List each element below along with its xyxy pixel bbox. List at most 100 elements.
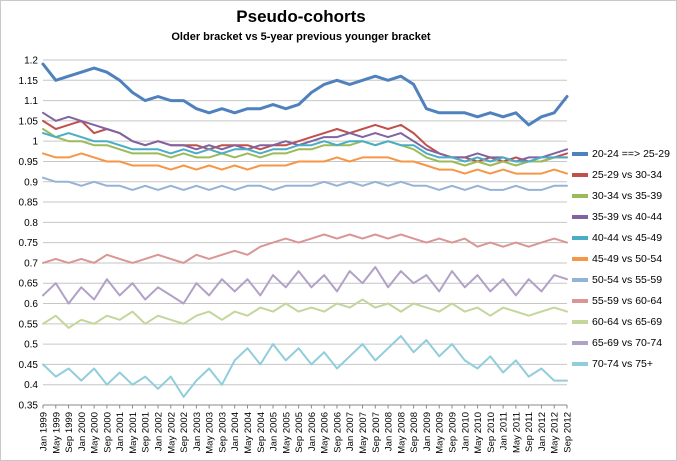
legend-label: 45-49 vs 50-54 xyxy=(592,253,663,265)
legend-entry: 35-39 vs 40-44 xyxy=(572,211,670,223)
x-tick-label: Jan 2007 xyxy=(345,412,356,451)
y-tick-label: 0.35 xyxy=(19,401,39,412)
series-line xyxy=(42,132,568,163)
y-tick-label: 0.45 xyxy=(19,360,39,371)
y-tick-label: 1.1 xyxy=(24,96,38,107)
legend-entry: 20-24 ==> 25-29 xyxy=(572,148,670,160)
series-line xyxy=(42,176,568,191)
series-line xyxy=(41,62,569,127)
series-line xyxy=(42,128,568,167)
legend-marker xyxy=(572,278,588,282)
legend-marker xyxy=(572,194,588,198)
x-tick-label: Jan 2009 xyxy=(422,412,433,451)
y-tick-label: 0.7 xyxy=(24,258,38,269)
legend-entry: 60-64 vs 65-69 xyxy=(572,316,670,328)
legend-entry: 25-29 vs 30-34 xyxy=(572,169,670,181)
x-tick-label: May 2001 xyxy=(128,412,139,454)
x-tick-label: Jan 1999 xyxy=(39,412,50,451)
x-tick-label: Jan 2010 xyxy=(460,412,471,451)
x-tick-label: Jan 2003 xyxy=(192,412,203,451)
x-tick-label: Sep 2000 xyxy=(102,412,113,453)
y-tick-label: 1.2 xyxy=(24,56,38,67)
legend-marker xyxy=(572,320,588,324)
x-tick-label: Sep 2006 xyxy=(332,412,343,453)
x-tick-label: May 2002 xyxy=(166,412,177,454)
y-tick-label: 0.85 xyxy=(19,198,39,209)
x-tick-label: Sep 2007 xyxy=(371,412,382,453)
chart-title: Pseudo-cohorts xyxy=(236,7,366,26)
y-tick-label: 0.55 xyxy=(19,319,39,330)
legend-label: 50-54 vs 55-59 xyxy=(592,274,663,286)
legend-entry: 45-49 vs 50-54 xyxy=(572,253,670,265)
x-tick-label: Jan 2001 xyxy=(115,412,126,451)
x-tick-label: Jan 2004 xyxy=(230,412,241,451)
y-tick-label: 1.15 xyxy=(19,76,39,87)
series-line xyxy=(42,152,568,175)
y-tick-label: 0.5 xyxy=(24,340,38,351)
x-tick-label: Sep 2005 xyxy=(294,412,305,453)
y-tick-label: 0.6 xyxy=(24,299,38,310)
x-tick-label: Jan 2000 xyxy=(77,412,88,451)
x-tick-label: May 2000 xyxy=(90,412,101,454)
y-tick-label: 0.75 xyxy=(19,238,39,249)
x-tick-label: Sep 2001 xyxy=(141,412,152,453)
x-tick-label: Sep 2004 xyxy=(256,412,267,453)
x-tick-label: May 2007 xyxy=(358,412,369,454)
legend-label: 40-44 vs 45-49 xyxy=(592,232,663,244)
x-tick-label: Jan 2012 xyxy=(537,412,548,451)
x-tick-label: May 2008 xyxy=(396,412,407,454)
legend-label: 25-29 vs 30-34 xyxy=(592,169,663,181)
legend-label: 55-59 vs 60-64 xyxy=(592,295,663,307)
x-tick-label: May 2012 xyxy=(550,412,561,454)
legend-entry: 40-44 vs 45-49 xyxy=(572,232,670,244)
x-tick-label: Sep 2011 xyxy=(524,412,535,452)
legend-entry: 65-69 vs 70-74 xyxy=(572,337,670,349)
series-line xyxy=(42,335,568,398)
legend: 20-24 ==> 25-29 25-29 vs 30-34 30-34 vs 35… xyxy=(572,148,670,370)
y-tick-label: 0.9 xyxy=(24,177,38,188)
x-tick-label: Sep 2009 xyxy=(447,412,458,453)
x-tick-label: May 2009 xyxy=(435,412,446,454)
x-tick-label: Sep 1999 xyxy=(64,412,75,453)
chart-subtitle: Older bracket vs 5-year previous younger… xyxy=(171,31,431,43)
y-tick-label: 0.4 xyxy=(24,380,38,391)
legend-label: 60-64 vs 65-69 xyxy=(592,316,663,328)
legend-entry: 30-34 vs 35-39 xyxy=(572,190,670,202)
legend-entry: 50-54 vs 55-59 xyxy=(572,274,670,286)
legend-marker xyxy=(572,341,588,345)
series-line xyxy=(42,111,568,163)
legend-label: 35-39 vs 40-44 xyxy=(592,211,663,223)
legend-marker xyxy=(572,215,588,219)
series-line xyxy=(42,298,568,329)
x-tick-label: May 2006 xyxy=(320,412,331,454)
x-tick-label: Sep 2003 xyxy=(217,412,228,453)
x-tick-label: May 2003 xyxy=(205,412,216,454)
legend-label: 65-69 vs 70-74 xyxy=(592,337,663,349)
legend-entry: 55-59 vs 60-64 xyxy=(572,295,670,307)
x-tick-label: May 1999 xyxy=(51,412,62,454)
x-tick-label: May 2005 xyxy=(281,412,292,454)
legend-label: 70-74 vs 75+ xyxy=(592,358,654,370)
legend-marker xyxy=(572,173,588,177)
x-tick-label: Sep 2002 xyxy=(179,412,190,453)
legend-marker xyxy=(572,362,588,366)
legend-label: 30-34 vs 35-39 xyxy=(592,190,663,202)
legend-marker xyxy=(572,299,588,303)
x-tick-label: Sep 2012 xyxy=(563,412,574,453)
y-tick-label: 1.05 xyxy=(19,116,39,127)
legend-entry: 70-74 vs 75+ xyxy=(572,358,670,370)
legend-marker xyxy=(572,257,588,261)
y-tick-label: 1 xyxy=(32,137,38,148)
legend-label: 20-24 ==> 25-29 xyxy=(592,148,670,160)
series-line xyxy=(42,233,568,264)
x-tick-label: Jan 2011 xyxy=(499,412,510,450)
x-tick-label: May 2004 xyxy=(243,412,254,454)
x-tick-label: Jan 2006 xyxy=(307,412,318,451)
x-tick-label: Sep 2008 xyxy=(409,412,420,453)
x-tick-label: Sep 2010 xyxy=(486,412,497,453)
x-tick-label: May 2010 xyxy=(473,412,484,454)
x-tick-label: Jan 2005 xyxy=(269,412,280,451)
x-tick-label: Jan 2008 xyxy=(384,412,395,451)
y-tick-label: 0.95 xyxy=(19,157,39,168)
